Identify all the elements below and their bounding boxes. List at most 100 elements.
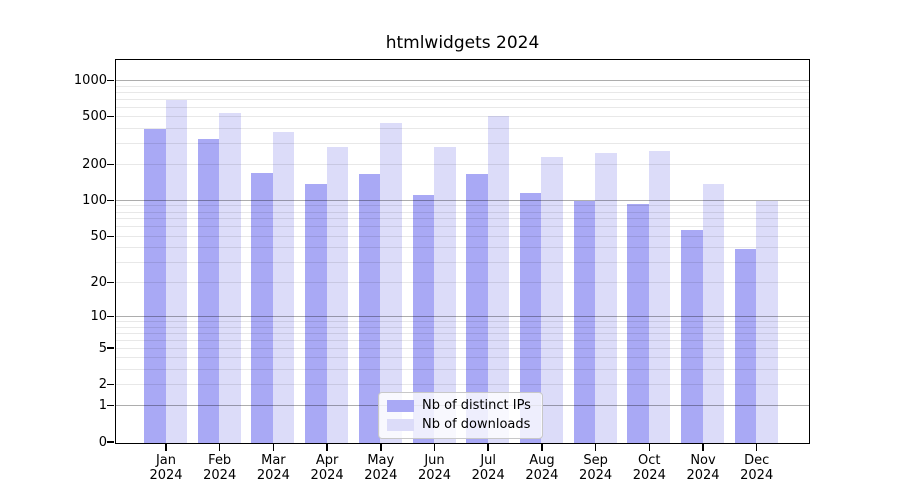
gridline-minor: [116, 282, 809, 284]
x-tick-label: Nov 2024: [686, 452, 720, 484]
y-tick-label: 1000: [73, 73, 107, 88]
bar-downloads: [165, 99, 187, 443]
legend-label: Nb of distinct IPs: [422, 398, 531, 413]
y-tick-label: 500: [82, 109, 107, 125]
bar-distinct-ips: [573, 201, 596, 443]
bar-downloads: [487, 116, 510, 443]
bar-distinct-ips: [251, 172, 273, 443]
legend-swatch-downloads-icon: [387, 419, 414, 431]
y-tick-mark: [107, 347, 114, 349]
gridline-major: [116, 316, 809, 318]
gridline-minor: [116, 321, 809, 323]
legend: Nb of distinct IPs Nb of downloads: [378, 392, 543, 439]
gridline-minor: [116, 261, 809, 263]
gridline-minor: [116, 235, 809, 237]
x-tick-mark: [702, 443, 704, 451]
x-tick-mark: [272, 443, 275, 451]
bar-downloads: [219, 112, 241, 443]
gridline-minor: [116, 368, 809, 370]
bar-distinct-ips: [681, 230, 703, 443]
bar-distinct-ips: [734, 249, 757, 443]
gridline-minor: [116, 357, 809, 359]
x-tick-label: Jan 2024: [149, 452, 183, 484]
x-tick-mark: [541, 443, 543, 451]
x-tick-label: Mar 2024: [256, 452, 290, 484]
y-tick-mark: [107, 281, 114, 284]
bar-downloads: [702, 183, 724, 443]
x-tick-mark: [218, 443, 221, 451]
gridline-minor: [116, 226, 809, 228]
bar-downloads: [380, 122, 402, 443]
y-tick-label: 5: [98, 340, 107, 356]
gridline-major: [116, 200, 809, 201]
x-tick-label: Apr 2024: [310, 452, 344, 484]
x-tick-mark: [165, 443, 167, 451]
gridline-minor: [116, 247, 809, 249]
y-tick-label: 10: [90, 309, 107, 325]
bar-downloads: [272, 131, 295, 443]
y-tick-label: 100: [82, 193, 107, 208]
bar-downloads: [434, 147, 456, 443]
x-tick-mark: [433, 443, 436, 451]
x-tick-mark: [380, 443, 382, 451]
y-tick-mark: [107, 383, 114, 386]
x-tick-mark: [648, 443, 651, 451]
y-tick-label: 20: [90, 275, 107, 291]
y-tick-label: 2: [98, 377, 107, 392]
plot-area: [115, 59, 810, 444]
bar-distinct-ips: [197, 138, 220, 443]
gridline-minor: [116, 164, 809, 165]
x-tick-mark: [594, 443, 597, 451]
bar-downloads: [326, 146, 349, 443]
x-tick-label: Oct 2024: [632, 452, 666, 484]
gridline-minor: [116, 91, 809, 93]
legend-item-downloads: Nb of downloads: [387, 418, 531, 432]
bar-downloads: [648, 151, 671, 443]
gridline-minor: [116, 106, 809, 108]
y-tick-mark: [107, 404, 114, 407]
gridline-minor: [116, 85, 809, 87]
bar-distinct-ips: [412, 195, 434, 443]
bar-distinct-ips: [627, 203, 649, 443]
x-tick-label: May 2024: [364, 452, 398, 484]
gridline-minor: [116, 218, 809, 220]
bar-downloads: [756, 201, 778, 443]
gridline-minor: [116, 142, 809, 144]
bar-distinct-ips: [358, 174, 381, 443]
y-tick-mark: [107, 235, 114, 238]
bar-downloads: [595, 152, 617, 443]
y-tick-mark: [107, 115, 114, 118]
bar-distinct-ips: [466, 174, 488, 443]
y-tick-mark: [107, 163, 114, 166]
gridline-minor: [116, 339, 809, 341]
x-tick-mark: [487, 443, 489, 451]
x-tick-label: Feb 2024: [203, 452, 237, 484]
y-tick-mark: [107, 79, 114, 82]
gridline-minor: [116, 326, 809, 328]
bar-downloads: [541, 156, 563, 443]
gridline-minor: [116, 332, 809, 334]
gridline-minor: [116, 205, 809, 207]
bar-distinct-ips: [519, 193, 542, 443]
gridline-minor: [116, 98, 809, 100]
gridline-minor: [116, 211, 809, 213]
gridline-minor: [116, 116, 809, 118]
bar-distinct-ips: [305, 183, 327, 443]
legend-swatch-ips-icon: [387, 400, 414, 412]
x-tick-label: Sep 2024: [579, 452, 613, 484]
gridline-major: [116, 80, 809, 81]
x-tick-label: Dec 2024: [740, 452, 774, 484]
x-tick-label: Jul 2024: [471, 452, 505, 484]
chart-title: htmlwidgets 2024: [385, 33, 540, 53]
gridline-minor: [116, 347, 809, 349]
y-tick-mark: [107, 315, 114, 318]
x-tick-mark: [326, 443, 328, 451]
gridline-minor: [116, 127, 809, 129]
y-tick-label: 50: [90, 228, 107, 244]
y-tick-mark: [107, 441, 114, 443]
y-tick-label: 0: [98, 434, 107, 450]
y-tick-label: 200: [82, 157, 107, 172]
x-tick-label: Aug 2024: [525, 452, 559, 484]
y-tick-label: 1: [98, 398, 107, 414]
